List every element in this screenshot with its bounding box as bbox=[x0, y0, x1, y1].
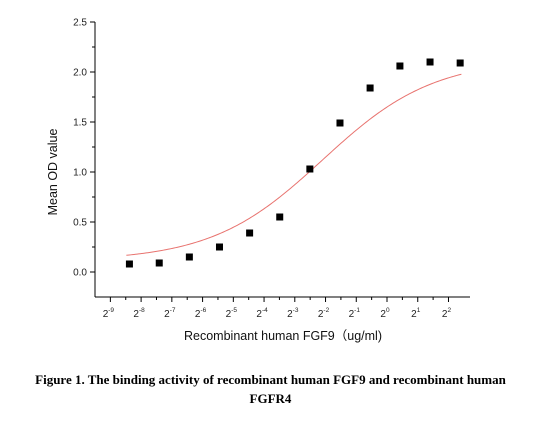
x-tick-label: 2-3 bbox=[287, 307, 299, 320]
data-point bbox=[155, 259, 163, 267]
y-tick-label: 2.0 bbox=[73, 68, 87, 79]
chart: 0.0 0.5 1.0 1.5 2.0 2.5 2-9 2-8 2-7 2-6 2-5 2-4 2-3… bbox=[46, 18, 470, 343]
data-point bbox=[426, 58, 434, 66]
x-tick-label: 2-9 bbox=[103, 307, 115, 320]
y-axis: 0.0 0.5 1.0 1.5 2.0 2.5 bbox=[73, 18, 96, 297]
x-tick-label: 2-8 bbox=[133, 307, 145, 320]
caption-line-2: FGFR4 bbox=[249, 391, 292, 406]
y-tick-label: 0.5 bbox=[73, 218, 87, 229]
data-point bbox=[336, 119, 344, 127]
fit-curve bbox=[126, 73, 462, 256]
x-tick-label: 2-7 bbox=[164, 307, 176, 320]
x-axis-title: Recombinant human FGF9（ug/ml) bbox=[184, 329, 382, 343]
data-point bbox=[125, 260, 133, 268]
data-point bbox=[396, 62, 404, 70]
data-points bbox=[125, 58, 464, 268]
x-tick-label: 2-6 bbox=[195, 307, 207, 320]
y-tick-label: 1.5 bbox=[73, 118, 87, 129]
x-axis: 2-9 2-8 2-7 2-6 2-5 2-4 2-3 2-2 2-1 20 21 22 bbox=[95, 296, 470, 320]
x-tick-label: 2-4 bbox=[256, 307, 268, 320]
x-tick-label: 21 bbox=[411, 307, 421, 320]
data-point bbox=[366, 84, 374, 92]
y-tick-label: 2.5 bbox=[73, 18, 87, 29]
y-tick-label: 1.0 bbox=[73, 168, 87, 179]
caption-line-1: Figure 1. The binding activity of recomb… bbox=[35, 372, 506, 387]
data-point bbox=[456, 59, 464, 67]
x-tick-label: 2-1 bbox=[349, 307, 361, 320]
data-point bbox=[306, 165, 314, 173]
x-tick-label: 20 bbox=[380, 307, 390, 320]
y-axis-title: Mean OD value bbox=[46, 129, 60, 216]
y-tick-label: 0.0 bbox=[73, 268, 87, 279]
x-tick-label: 2-5 bbox=[226, 307, 238, 320]
data-point bbox=[246, 229, 254, 237]
data-point bbox=[276, 213, 284, 221]
data-point bbox=[185, 253, 193, 261]
x-tick-label: 22 bbox=[442, 307, 452, 320]
data-point bbox=[215, 243, 223, 251]
figure-caption: Figure 1. The binding activity of recomb… bbox=[0, 370, 541, 408]
x-tick-label: 2-2 bbox=[318, 307, 330, 320]
